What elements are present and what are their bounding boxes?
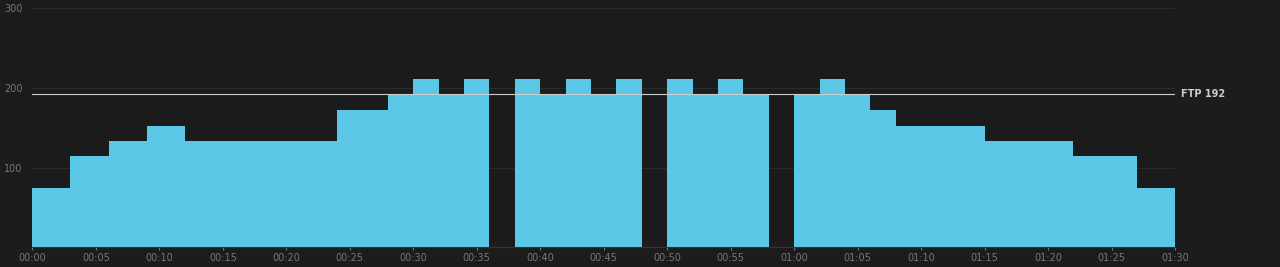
Text: FTP 192: FTP 192	[1181, 89, 1225, 99]
